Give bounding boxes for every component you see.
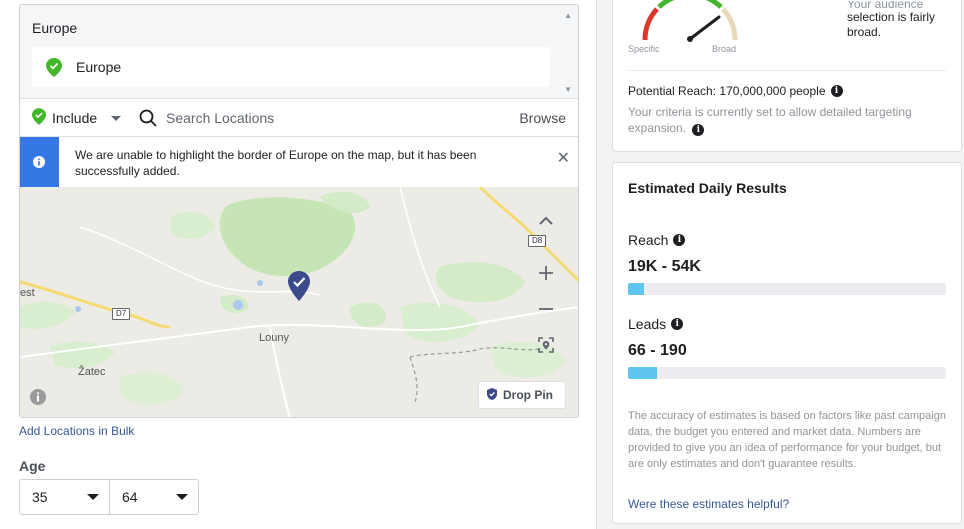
map-info-icon[interactable] bbox=[30, 389, 46, 410]
info-icon[interactable]: i bbox=[671, 318, 684, 330]
include-dropdown[interactable]: Include bbox=[32, 108, 122, 128]
selected-location-label: Europe bbox=[76, 59, 122, 75]
include-label: Include bbox=[52, 110, 98, 126]
map-terrain bbox=[20, 187, 578, 417]
search-locations-input[interactable] bbox=[166, 107, 496, 129]
divider bbox=[628, 70, 946, 71]
estimates-feedback-link[interactable]: Were these estimates helpful? bbox=[628, 497, 790, 511]
add-locations-bulk-link[interactable]: Add Locations in Bulk bbox=[19, 424, 135, 438]
include-pin-icon bbox=[32, 108, 46, 128]
map-place-label: est bbox=[20, 287, 35, 299]
age-min-select[interactable]: 35 bbox=[20, 480, 109, 514]
zoom-in-icon[interactable] bbox=[530, 257, 562, 289]
shield-pin-icon bbox=[487, 387, 497, 403]
caret-down-icon bbox=[87, 494, 99, 500]
divider bbox=[109, 480, 110, 514]
scroll-up-arrow-icon[interactable]: ▲ bbox=[564, 11, 572, 20]
search-icon bbox=[139, 109, 157, 132]
leads-value: 66 - 190 bbox=[628, 342, 687, 359]
leads-bar-fill bbox=[628, 367, 657, 379]
info-icon[interactable]: i bbox=[673, 234, 686, 246]
estimates-disclaimer: The accuracy of estimates is based on fa… bbox=[628, 410, 946, 470]
potential-reach-text: Potential Reach: 170,000,000 people bbox=[628, 84, 826, 98]
leads-label-row: Leads i bbox=[628, 316, 684, 332]
audience-location-panel: Europe ▲ ▼ Europe Include Brow bbox=[0, 0, 597, 529]
info-icon bbox=[33, 155, 45, 173]
age-label: Age bbox=[19, 458, 46, 474]
audience-summary-column: Specific Broad Your audience selection i… bbox=[598, 0, 964, 529]
check-pin-icon bbox=[46, 58, 62, 82]
drop-pin-button[interactable]: Drop Pin bbox=[478, 381, 566, 409]
selected-locations-list[interactable]: Europe ▲ ▼ Europe bbox=[20, 5, 578, 99]
potential-reach: Potential Reach: 170,000,000 people i bbox=[628, 84, 843, 98]
region-header: Europe bbox=[32, 20, 78, 36]
criteria-note-text: Your criteria is currently set to allow … bbox=[628, 105, 912, 135]
notice-accent bbox=[20, 137, 59, 187]
scroll-down-arrow-icon[interactable]: ▼ bbox=[564, 85, 572, 94]
age-max-value: 64 bbox=[122, 489, 138, 505]
leads-label: Leads bbox=[628, 316, 667, 332]
caret-down-icon bbox=[176, 494, 188, 500]
map-marker-icon[interactable] bbox=[288, 271, 310, 306]
chevron-up-icon[interactable] bbox=[530, 205, 562, 237]
gauge-right-label: Broad bbox=[712, 44, 737, 54]
reach-value: 19K - 54K bbox=[628, 258, 701, 275]
reach-label-row: Reach i bbox=[628, 232, 686, 248]
locate-icon[interactable] bbox=[530, 329, 562, 361]
criteria-note: Your criteria is currently set to allow … bbox=[628, 104, 928, 136]
audience-definition-card: Specific Broad Your audience selection i… bbox=[612, 0, 962, 152]
age-min-value: 35 bbox=[32, 489, 48, 505]
reach-bar-fill bbox=[628, 283, 644, 295]
close-icon[interactable]: ✕ bbox=[556, 150, 570, 167]
gauge-left-label: Specific bbox=[628, 44, 660, 54]
caret-down-icon bbox=[111, 115, 122, 121]
map-controls bbox=[530, 205, 562, 361]
location-search-row: Include Browse bbox=[20, 99, 578, 137]
location-selector: Europe ▲ ▼ Europe Include Brow bbox=[19, 4, 579, 418]
map-place-label: Louny bbox=[259, 332, 289, 344]
audience-summary-text: selection is fairly broad. bbox=[847, 10, 936, 39]
results-title: Estimated Daily Results bbox=[628, 180, 787, 196]
audience-summary: Your audience selection is fairly broad. bbox=[847, 1, 957, 40]
drop-pin-label: Drop Pin bbox=[503, 388, 553, 402]
location-map[interactable]: est Louny Žatec D7 D8 bbox=[20, 187, 578, 417]
estimated-results-card: Estimated Daily Results Reach i 19K - 54… bbox=[612, 162, 962, 524]
zoom-out-icon[interactable] bbox=[530, 293, 562, 325]
audience-gauge bbox=[635, 0, 745, 50]
audience-summary-clipped: Your audience bbox=[847, 1, 924, 10]
age-max-select[interactable]: 64 bbox=[110, 480, 198, 514]
leads-bar bbox=[628, 367, 946, 379]
notice-text: We are unable to highlight the border of… bbox=[75, 148, 477, 178]
info-icon[interactable]: i bbox=[830, 85, 843, 97]
road-shield: D7 bbox=[112, 308, 131, 320]
map-place-label: Žatec bbox=[78, 366, 106, 378]
age-range-selector: 35 64 bbox=[19, 479, 199, 515]
selected-location-chip[interactable]: Europe bbox=[32, 47, 550, 87]
reach-bar bbox=[628, 283, 946, 295]
map-notice-banner: We are unable to highlight the border of… bbox=[20, 137, 578, 187]
reach-label: Reach bbox=[628, 232, 669, 248]
info-icon[interactable]: i bbox=[692, 124, 705, 136]
browse-button[interactable]: Browse bbox=[519, 110, 566, 126]
road-shield: D8 bbox=[528, 235, 547, 247]
